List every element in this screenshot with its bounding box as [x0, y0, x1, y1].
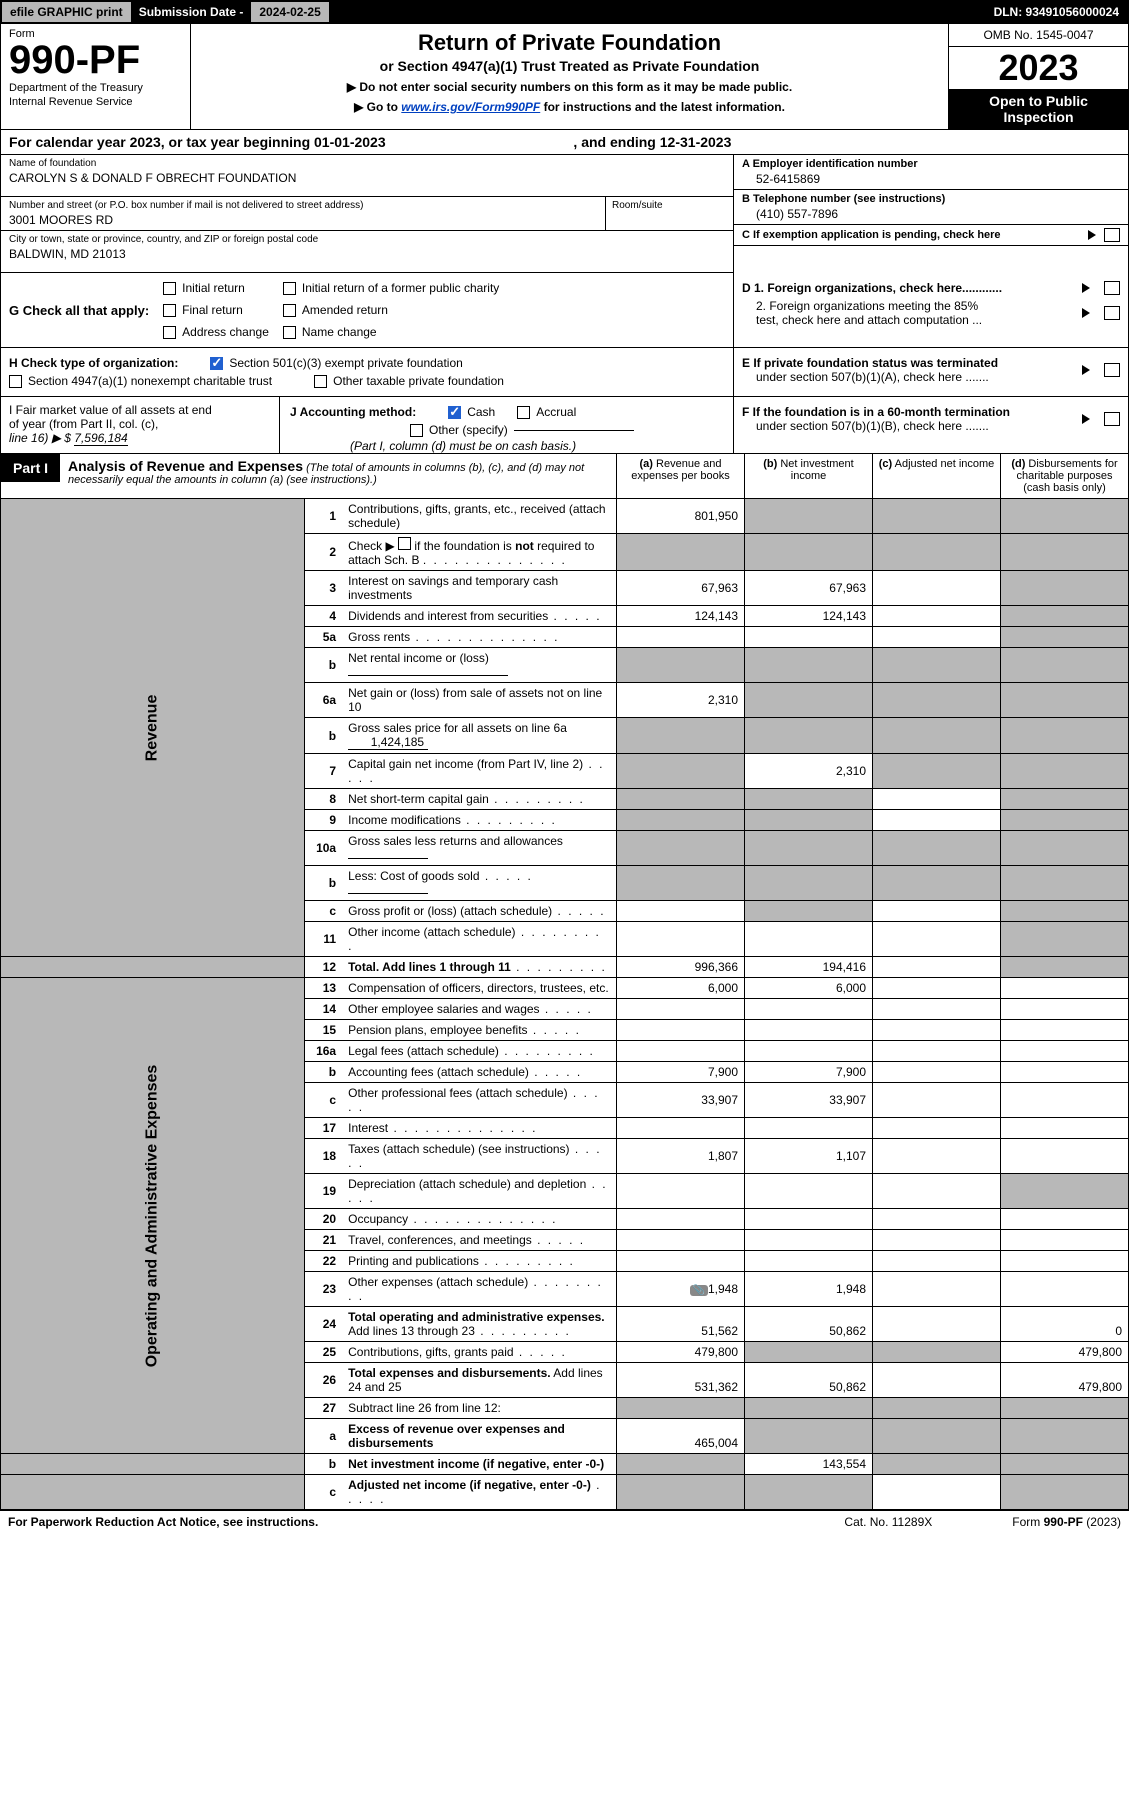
phone-cell: B Telephone number (see instructions) (4… — [734, 190, 1128, 225]
top-bar: efile GRAPHIC print Submission Date - 20… — [0, 0, 1129, 24]
checkbox-accrual[interactable] — [517, 406, 530, 419]
part1-table: Revenue 1 Contributions, gifts, grants, … — [0, 499, 1129, 1510]
arrow-icon — [1082, 365, 1090, 375]
submission-label: Submission Date - — [131, 2, 252, 22]
row-12: 12 Total. Add lines 1 through 11 996,366… — [1, 957, 1129, 978]
checkbox-final[interactable] — [163, 304, 176, 317]
checkbox-other-method[interactable] — [410, 424, 423, 437]
room-label: Room/suite — [612, 200, 725, 211]
fmv-value: 7,596,184 — [74, 431, 127, 446]
row-13: Operating and Administrative Expenses 13… — [1, 978, 1129, 999]
checkbox-f[interactable] — [1104, 412, 1120, 426]
checkbox-schb[interactable] — [398, 537, 411, 550]
checkbox-initial[interactable] — [163, 282, 176, 295]
form-title: Return of Private Foundation — [211, 30, 928, 56]
arrow-icon — [1082, 414, 1090, 424]
section-h: H Check type of organization: Section 50… — [0, 348, 1129, 397]
section-e: E If private foundation status was termi… — [733, 348, 1128, 396]
arrow-icon — [1082, 283, 1090, 293]
paperwork-notice: For Paperwork Reduction Act Notice, see … — [8, 1515, 318, 1529]
section-f: F If the foundation is in a 60-month ter… — [733, 397, 1128, 453]
arrow-icon — [1088, 230, 1096, 240]
city-cell: City or town, state or province, country… — [1, 231, 733, 273]
expenses-sidelabel: Operating and Administrative Expenses — [143, 1064, 161, 1367]
info-right: A Employer identification number 52-6415… — [733, 155, 1128, 273]
checkbox-c[interactable] — [1104, 228, 1120, 242]
row-1: Revenue 1 Contributions, gifts, grants, … — [1, 499, 1129, 534]
section-i: I Fair market value of all assets at end… — [0, 397, 1129, 454]
section-d: D 1. Foreign organizations, check here..… — [733, 273, 1128, 347]
arrow-icon — [1082, 308, 1090, 318]
row-27c: c Adjusted net income (if negative, ente… — [1, 1475, 1129, 1510]
calendar-year-row: For calendar year 2023, or tax year begi… — [0, 130, 1129, 155]
col-d-header: (d) Disbursements for charitable purpose… — [1000, 454, 1128, 498]
omb-number: OMB No. 1545-0047 — [949, 24, 1128, 47]
header-left: Form 990-PF Department of the Treasury I… — [1, 24, 191, 129]
checkbox-amended[interactable] — [283, 304, 296, 317]
header-right: OMB No. 1545-0047 2023 Open to Public In… — [948, 24, 1128, 129]
form-ref: Form 990-PF (2023) — [1012, 1515, 1121, 1529]
checkbox-other-taxable[interactable] — [314, 375, 327, 388]
j-label: J Accounting method: — [290, 405, 416, 419]
page-footer: For Paperwork Reduction Act Notice, see … — [0, 1510, 1129, 1533]
irs-link[interactable]: www.irs.gov/Form990PF — [401, 100, 540, 114]
row-27b: b Net investment income (if negative, en… — [1, 1454, 1129, 1475]
info-grid: Name of foundation CAROLYN S & DONALD F … — [0, 155, 1129, 273]
efile-label: efile GRAPHIC print — [2, 2, 131, 22]
dept-irs: Internal Revenue Service — [9, 96, 182, 108]
g-label: G Check all that apply: — [9, 303, 149, 318]
col-b-header: (b) Net investment income — [744, 454, 872, 498]
checkbox-501c3[interactable] — [210, 357, 223, 370]
foundation-name-cell: Name of foundation CAROLYN S & DONALD F … — [1, 155, 733, 197]
part1-label: Part I — [1, 454, 60, 482]
col-a-header: (a) Revenue and expenses per books — [616, 454, 744, 498]
col-c-header: (c) Adjusted net income — [872, 454, 1000, 498]
tax-year: 2023 — [949, 47, 1128, 89]
form-note-link: ▶ Go to www.irs.gov/Form990PF for instru… — [211, 100, 928, 114]
checkbox-4947[interactable] — [9, 375, 22, 388]
submission-date: 2024-02-25 — [251, 2, 328, 22]
part1-desc: Analysis of Revenue and Expenses (The to… — [60, 454, 616, 498]
cat-no: Cat. No. 11289X — [844, 1515, 932, 1529]
attachment-icon[interactable]: 📎 — [690, 1285, 708, 1296]
open-public: Open to Public Inspection — [949, 89, 1128, 129]
h-label: H Check type of organization: — [9, 356, 178, 370]
ein-cell: A Employer identification number 52-6415… — [734, 155, 1128, 190]
form-subtitle: or Section 4947(a)(1) Trust Treated as P… — [211, 58, 928, 74]
checkbox-d2[interactable] — [1104, 306, 1120, 320]
dept-treasury: Department of the Treasury — [9, 82, 182, 94]
checkbox-initial-former[interactable] — [283, 282, 296, 295]
checkbox-e[interactable] — [1104, 363, 1120, 377]
revenue-sidelabel: Revenue — [143, 576, 161, 879]
header-center: Return of Private Foundation or Section … — [191, 24, 948, 129]
dln: DLN: 93491056000024 — [986, 2, 1127, 22]
checkbox-cash[interactable] — [448, 406, 461, 419]
form-note-ssn: ▶ Do not enter social security numbers o… — [211, 80, 928, 94]
form-number: 990-PF — [9, 40, 182, 80]
checkbox-name[interactable] — [283, 326, 296, 339]
address-cell: Number and street (or P.O. box number if… — [1, 197, 733, 231]
form-header: Form 990-PF Department of the Treasury I… — [0, 24, 1129, 130]
section-g: G Check all that apply: Initial return F… — [0, 273, 1129, 348]
checkbox-d1[interactable] — [1104, 281, 1120, 295]
part1-header: Part I Analysis of Revenue and Expenses … — [0, 454, 1129, 499]
checkbox-address[interactable] — [163, 326, 176, 339]
info-left: Name of foundation CAROLYN S & DONALD F … — [1, 155, 733, 273]
exemption-pending-cell: C If exemption application is pending, c… — [734, 225, 1128, 246]
